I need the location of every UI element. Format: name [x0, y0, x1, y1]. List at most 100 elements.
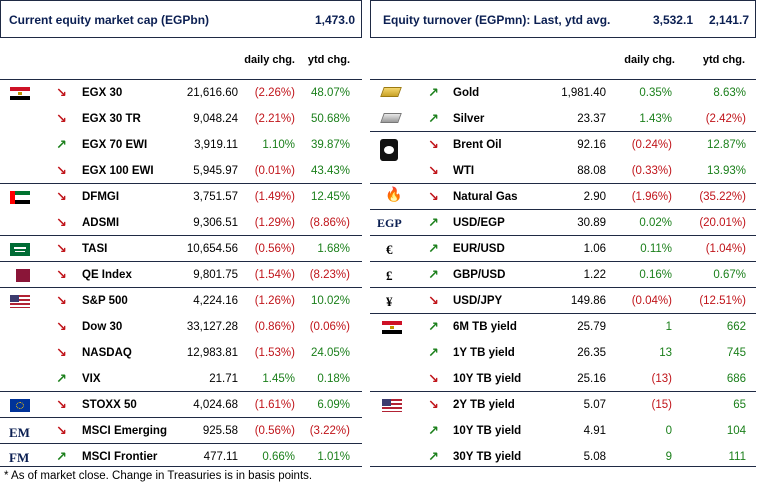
cell-daily: (1.29%)	[254, 217, 295, 229]
cell-ytd: 10.02%	[310, 295, 350, 307]
cell-ytd: 0.18%	[317, 373, 350, 385]
table-row: ↘ EGX 30 TR 9,048.24 (2.21%) 50.68%	[0, 106, 362, 132]
cell-value: 4,224.16	[193, 295, 238, 307]
table-row: ↘ Dow 30 33,127.28 (0.86%) (0.06%)	[0, 314, 362, 340]
cell-ytd: (12.51%)	[699, 295, 746, 307]
cell-name: NASDAQ	[82, 347, 132, 359]
cell-value: 477.11	[203, 451, 238, 463]
cell-ytd: 662	[726, 321, 746, 333]
arrow-down-icon: ↘	[428, 293, 439, 308]
table-row: ↘ ADSMI 9,306.51 (1.29%) (8.86%)	[0, 210, 362, 236]
left-sep	[0, 466, 362, 467]
cell-daily: 0	[665, 425, 672, 437]
cell-daily: 13	[659, 347, 672, 359]
cell-value: 5,945.97	[193, 165, 238, 177]
uae-flag-icon	[10, 191, 30, 204]
pound-icon: £	[386, 268, 393, 283]
arrow-up-icon: ↗	[428, 345, 439, 360]
right-sep	[370, 261, 756, 262]
arrow-up-icon: ↗	[428, 423, 439, 438]
left-col-daily: daily chg.	[244, 54, 295, 66]
cell-name: ADSMI	[82, 217, 120, 229]
cell-daily: (0.01%)	[254, 165, 295, 177]
cell-name: EGX 30	[82, 87, 123, 99]
cell-name: WTI	[453, 165, 475, 177]
cell-value: 12,983.81	[186, 347, 238, 359]
table-row: ↗ 10Y TB yield 4.91 0 104	[370, 418, 756, 444]
arrow-up-icon: ↗	[56, 371, 67, 386]
cell-daily: 0.16%	[639, 269, 672, 281]
cell-name: MSCI Emerging	[82, 425, 167, 437]
cell-value: 25.16	[577, 373, 606, 385]
right-col-ytd: ytd chg.	[702, 54, 745, 66]
arrow-down-icon: ↘	[428, 371, 439, 386]
table-row: ↘ TASI 10,654.56 (0.56%) 1.68%	[0, 236, 362, 262]
footnote: * As of market close. Change in Treasuri…	[4, 470, 313, 482]
right-col-daily: daily chg.	[624, 54, 675, 66]
cell-daily: 1.43%	[639, 113, 672, 125]
table-row: ↘ 10Y TB yield 25.16 (13) 686	[370, 366, 756, 392]
right-header-last: 3,532.1	[652, 13, 693, 27]
arrow-up-icon: ↗	[56, 449, 67, 464]
table-row: ↘ S&P 500 4,224.16 (1.26%) 10.02%	[0, 288, 362, 314]
cell-name: QE Index	[82, 269, 132, 281]
table-row: ↗ EUR/USD 1.06 0.11% (1.04%)	[370, 236, 756, 262]
table-row: ↘ EGX 100 EWI 5,945.97 (0.01%) 43.43%	[0, 158, 362, 184]
arrow-down-icon: ↘	[428, 189, 439, 204]
eu-flag-icon	[10, 399, 30, 412]
table-row: ↘ Natural Gas 2.90 (1.96%) (35.22%)	[370, 184, 756, 210]
right-sep	[370, 391, 756, 392]
table-row: ↘ Brent Oil 92.16 (0.24%) 12.87%	[370, 132, 756, 158]
table-row: ↗ 1Y TB yield 26.35 13 745	[370, 340, 756, 366]
right-sep	[370, 313, 756, 314]
egypt-flag-icon	[10, 87, 30, 100]
cell-value: 10,654.56	[186, 243, 238, 255]
cell-daily: (1.49%)	[254, 191, 295, 203]
silver-bar-icon	[380, 113, 402, 123]
cell-daily: 1.45%	[262, 373, 295, 385]
cell-ytd: 65	[733, 399, 746, 411]
cell-value: 5.07	[583, 399, 606, 411]
cell-value: 33,127.28	[186, 321, 238, 333]
left-sep	[0, 287, 362, 288]
cell-value: 92.16	[577, 139, 606, 151]
left-sep	[0, 443, 362, 444]
table-row: ↗ MSCI Frontier 477.11 0.66% 1.01%	[0, 444, 362, 470]
cell-ytd: (0.06%)	[309, 321, 350, 333]
egp-marker: EGP	[377, 216, 402, 230]
cell-ytd: 111	[728, 451, 746, 463]
cell-value: 1.22	[583, 269, 606, 281]
table-row: ↘ NASDAQ 12,983.81 (1.53%) 24.05%	[0, 340, 362, 366]
right-sep	[370, 79, 756, 80]
cell-daily: (1.54%)	[254, 269, 295, 281]
flame-icon: 🔥	[385, 186, 403, 202]
cell-name: 10Y TB yield	[453, 373, 522, 385]
euro-icon: €	[386, 242, 393, 257]
left-sep	[0, 183, 362, 184]
cell-name: Silver	[453, 113, 485, 125]
table-row: ↗ 30Y TB yield 5.08 9 111	[370, 444, 756, 470]
cell-name: MSCI Frontier	[82, 451, 158, 463]
cell-daily: (0.24%)	[631, 139, 672, 151]
saudi-flag-icon	[10, 243, 30, 256]
cell-name: EGX 70 EWI	[82, 139, 148, 151]
cell-ytd: 8.63%	[713, 87, 746, 99]
arrow-down-icon: ↘	[428, 397, 439, 412]
cell-name: USD/EGP	[453, 217, 505, 229]
cell-ytd: (8.86%)	[309, 217, 350, 229]
cell-daily: 9	[665, 451, 672, 463]
cell-daily: (2.26%)	[254, 87, 295, 99]
cell-value: 9,048.24	[193, 113, 238, 125]
cell-ytd: 0.67%	[713, 269, 746, 281]
cell-value: 26.35	[577, 347, 606, 359]
arrow-down-icon: ↘	[56, 267, 67, 282]
fm-marker: FM	[9, 450, 30, 465]
table-row: ↘ QE Index 9,801.75 (1.54%) (8.23%)	[0, 262, 362, 288]
cell-value: 4,024.68	[193, 399, 238, 411]
cell-ytd: 43.43%	[310, 165, 350, 177]
cell-ytd: 48.07%	[310, 87, 350, 99]
cell-ytd: (2.42%)	[705, 113, 746, 125]
left-sep	[0, 261, 362, 262]
table-row: ↗ Silver 23.37 1.43% (2.42%)	[370, 106, 756, 132]
cell-name: EGX 30 TR	[82, 113, 141, 125]
